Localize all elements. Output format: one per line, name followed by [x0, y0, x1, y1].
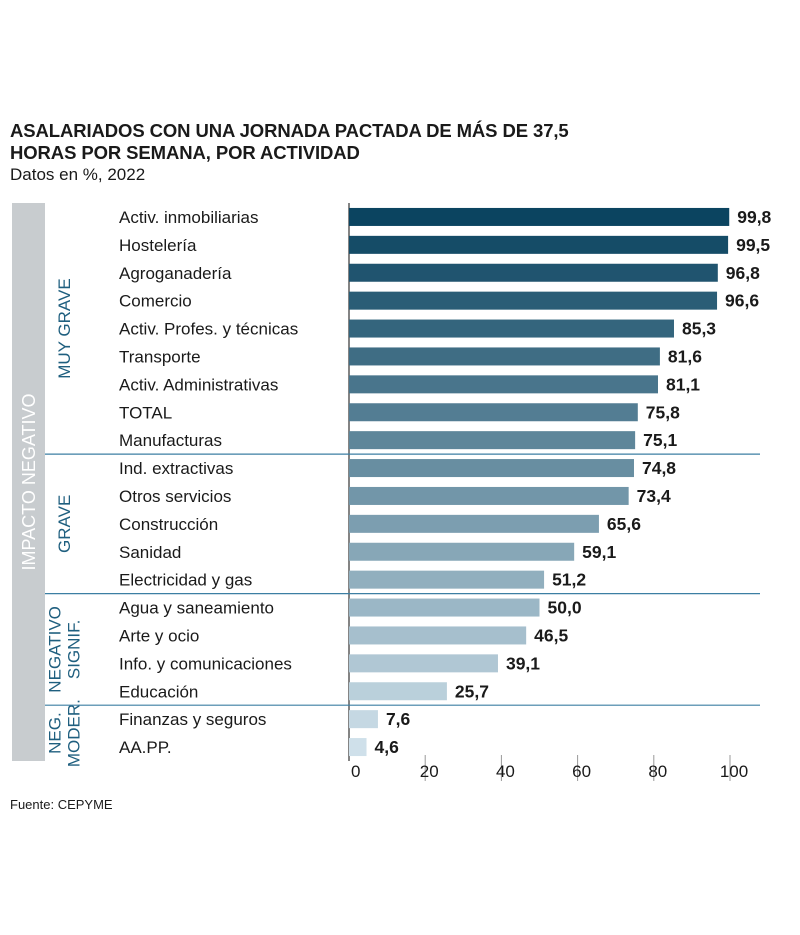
category-label: Electricidad y gas: [119, 571, 252, 590]
value-label: 59,1: [582, 542, 616, 562]
value-label: 50,0: [548, 598, 582, 618]
value-label: 73,4: [637, 486, 671, 506]
category-label: Otros servicios: [119, 487, 231, 506]
group-label: MUY GRAVE: [55, 278, 74, 378]
value-label: 99,5: [736, 235, 770, 255]
bar: [349, 319, 674, 338]
category-label: Educación: [119, 682, 198, 701]
bar: [349, 486, 629, 505]
bar: [349, 570, 545, 589]
value-label: 75,1: [643, 430, 677, 450]
outer-band-label: IMPACTO NEGATIVO: [19, 393, 39, 570]
bar: [349, 375, 658, 394]
bar: [349, 598, 540, 617]
outer-band: [12, 203, 45, 761]
x-tick-label: 0: [351, 762, 360, 781]
bar: [349, 431, 636, 450]
category-label: Comercio: [119, 292, 192, 311]
category-label: Arte y ocio: [119, 626, 199, 645]
category-label: Agroganadería: [119, 264, 232, 283]
x-tick-label: 40: [496, 762, 515, 781]
bar: [349, 738, 367, 757]
value-label: 96,8: [726, 263, 760, 283]
category-label: Manufacturas: [119, 431, 222, 450]
group-label: GRAVE: [55, 495, 74, 553]
value-label: 65,6: [607, 514, 641, 534]
category-label: Activ. Administrativas: [119, 375, 278, 394]
x-tick-label: 20: [420, 762, 439, 781]
category-label: Ind. extractivas: [119, 459, 233, 478]
x-tick-label: 80: [648, 762, 667, 781]
bar: [349, 347, 660, 366]
category-label: Info. y comunicaciones: [119, 654, 292, 673]
category-label: Construcción: [119, 515, 218, 534]
bar: [349, 459, 634, 478]
bar: [349, 207, 730, 226]
category-label: Finanzas y seguros: [119, 710, 266, 729]
category-label: Activ. Profes. y técnicas: [119, 320, 298, 339]
group-label: SIGNIF.: [65, 620, 84, 680]
x-tick-label: 100: [720, 762, 748, 781]
bar: [349, 654, 498, 673]
value-label: 75,8: [646, 402, 680, 422]
group-label: NEGATIVO: [46, 606, 65, 693]
bar: [349, 403, 638, 422]
bar: [349, 626, 527, 645]
value-label: 46,5: [534, 625, 568, 645]
category-label: Transporte: [119, 347, 201, 366]
value-label: 25,7: [455, 681, 489, 701]
category-label: TOTAL: [119, 403, 172, 422]
value-label: 81,6: [668, 346, 702, 366]
x-tick-label: 60: [572, 762, 591, 781]
value-label: 51,2: [552, 570, 586, 590]
value-label: 7,6: [386, 709, 411, 729]
value-label: 85,3: [682, 319, 716, 339]
value-label: 39,1: [506, 653, 540, 673]
category-label: Hostelería: [119, 236, 197, 255]
bar: [349, 263, 718, 282]
category-label: AA.PP.: [119, 738, 172, 757]
bar: [349, 542, 575, 561]
chart-subtitle: Datos en %, 2022: [10, 165, 146, 184]
bar: [349, 514, 599, 533]
category-label: Activ. inmobiliarias: [119, 208, 259, 227]
bar: [349, 291, 718, 310]
source-note: Fuente: CEPYME: [10, 797, 113, 812]
value-label: 74,8: [642, 458, 676, 478]
bar: [349, 235, 729, 254]
group-label: MODER.: [65, 699, 84, 767]
value-label: 4,6: [375, 737, 400, 757]
value-label: 96,6: [725, 291, 759, 311]
category-label: Agua y saneamiento: [119, 599, 274, 618]
value-label: 81,1: [666, 374, 700, 394]
group-label: NEG.: [46, 712, 65, 754]
bar: [349, 682, 447, 701]
chart-title: ASALARIADOS CON UNA JORNADA PACTADA DE M…: [10, 120, 569, 163]
value-label: 99,8: [737, 207, 771, 227]
bar: [349, 710, 378, 729]
category-label: Sanidad: [119, 543, 181, 562]
